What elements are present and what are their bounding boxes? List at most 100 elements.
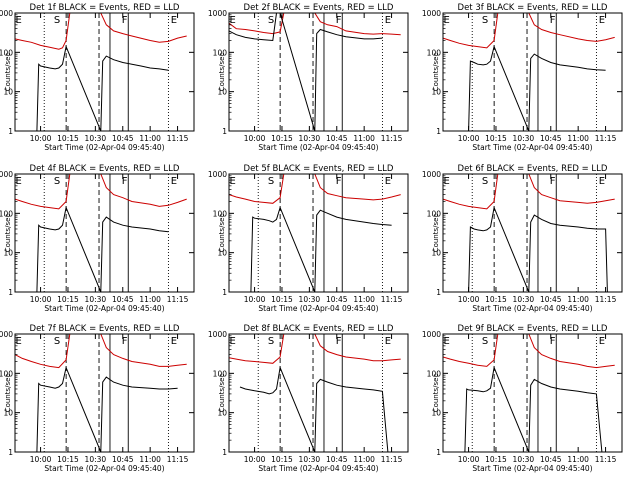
y-tick-label: 1: [436, 127, 441, 136]
region-label: S: [482, 15, 488, 26]
region-label: E: [15, 15, 21, 26]
x-axis-label: Start Time (02-Apr-04 09:45:40): [44, 464, 164, 473]
y-tick-label: 100: [0, 209, 13, 218]
region-label: E: [15, 176, 21, 187]
panel-det-1: Det 1f BLACK = Events, RED = LLD E S F E 1 10 1…: [0, 3, 195, 152]
y-tick-label: 1000: [208, 9, 227, 18]
x-axis-label: Start Time (02-Apr-04 09:45:40): [44, 143, 164, 152]
x-tick-label: 11:15: [381, 295, 403, 304]
x-tick-label: 10:00: [30, 134, 52, 143]
x-tick-label: 11:00: [353, 455, 375, 464]
region-label: S: [268, 176, 274, 187]
x-axis-label: Start Time (02-Apr-04 09:45:40): [472, 143, 592, 152]
y-tick-label: 100: [427, 369, 442, 378]
series-line-events: [239, 365, 389, 452]
x-tick-label: 10:30: [299, 134, 321, 143]
x-tick-label: 10:00: [244, 455, 266, 464]
x-tick-label: 11:15: [595, 134, 617, 143]
y-tick-label: 10: [431, 409, 441, 418]
y-axis-label: Counts/sec: [4, 214, 12, 253]
x-tick-label: 10:00: [30, 295, 52, 304]
x-tick-label: 10:15: [485, 134, 507, 143]
region-label: S: [482, 176, 488, 187]
x-tick-label: 10:15: [57, 295, 79, 304]
y-tick-label: 1000: [0, 330, 13, 339]
region-label: F: [550, 176, 556, 187]
x-tick-label: 10:15: [485, 295, 507, 304]
region-label: E: [229, 336, 235, 347]
x-tick-label: 10:45: [540, 134, 562, 143]
y-tick-label: 100: [0, 369, 13, 378]
region-label: F: [336, 15, 342, 26]
y-axis-label: Counts/sec: [218, 214, 226, 253]
series-line-events: [468, 44, 606, 131]
y-tick-label: 100: [427, 48, 442, 57]
region-label: E: [171, 176, 177, 187]
chart-title: Det 6f BLACK = Events, RED = LLD: [458, 164, 608, 174]
plot-frame: [228, 333, 409, 453]
x-axis-label: Start Time (02-Apr-04 09:45:40): [258, 464, 378, 473]
region-label: E: [229, 176, 235, 187]
x-axis-label: Start Time (02-Apr-04 09:45:40): [472, 304, 592, 313]
region-label: E: [599, 176, 605, 187]
region-label: E: [171, 15, 177, 26]
series-line-events: [468, 205, 608, 292]
region-label: F: [122, 176, 128, 187]
plot-frame: [14, 333, 195, 453]
x-tick-label: 10:30: [85, 134, 107, 143]
y-tick-label: 100: [427, 209, 442, 218]
series-line-lld: [443, 334, 615, 369]
region-label: S: [54, 176, 60, 187]
x-tick-label: 10:30: [513, 295, 535, 304]
series-line-events: [229, 13, 383, 131]
region-label: E: [171, 336, 177, 347]
x-tick-label: 11:15: [381, 455, 403, 464]
x-tick-label: 10:00: [30, 455, 52, 464]
plot-frame: [228, 12, 409, 132]
x-tick-label: 11:00: [567, 455, 589, 464]
x-tick-label: 10:45: [112, 455, 134, 464]
panel-det-2: Det 2f BLACK = Events, RED = LLD E S F E 1 10 1…: [208, 3, 409, 152]
panel-det-4: Det 4f BLACK = Events, RED = LLD E S F E 1 10 1…: [0, 164, 195, 313]
x-axis-label: Start Time (02-Apr-04 09:45:40): [258, 304, 378, 313]
chart-title: Det 5f BLACK = Events, RED = LLD: [244, 164, 394, 174]
x-tick-label: 10:30: [85, 455, 107, 464]
y-tick-label: 10: [217, 249, 227, 258]
x-axis-label: Start Time (02-Apr-04 09:45:40): [258, 143, 378, 152]
x-tick-label: 10:15: [485, 455, 507, 464]
x-tick-label: 11:00: [139, 134, 161, 143]
region-label: E: [443, 176, 449, 187]
y-tick-label: 1: [8, 448, 13, 457]
series-line-lld: [443, 13, 615, 49]
x-tick-label: 11:00: [139, 295, 161, 304]
y-tick-label: 1: [222, 127, 227, 136]
region-label: S: [268, 336, 274, 347]
x-tick-label: 10:45: [540, 455, 562, 464]
plot-frame: [228, 173, 409, 293]
region-label: E: [443, 15, 449, 26]
series-line-events: [36, 44, 169, 131]
y-tick-label: 1000: [422, 330, 441, 339]
series-line-lld: [229, 13, 401, 36]
region-label: F: [336, 336, 342, 347]
y-tick-label: 100: [0, 48, 13, 57]
panel-det-7: Det 7f BLACK = Events, RED = LLD E S F E 1 10 1…: [0, 324, 195, 473]
y-axis-label: Counts/sec: [432, 214, 440, 253]
region-label: E: [599, 15, 605, 26]
y-tick-label: 10: [3, 409, 13, 418]
chart-title: Det 1f BLACK = Events, RED = LLD: [30, 3, 180, 13]
y-axis-label: Counts/sec: [432, 53, 440, 92]
x-tick-label: 10:30: [513, 134, 535, 143]
x-tick-label: 10:15: [271, 134, 293, 143]
x-tick-label: 10:00: [244, 295, 266, 304]
x-tick-label: 10:45: [540, 295, 562, 304]
x-tick-label: 11:15: [167, 455, 189, 464]
y-axis-label: Counts/sec: [4, 374, 12, 413]
region-label: F: [336, 176, 342, 187]
x-tick-label: 10:15: [271, 455, 293, 464]
chart-title: Det 7f BLACK = Events, RED = LLD: [30, 324, 180, 334]
x-tick-label: 10:00: [458, 134, 480, 143]
series-line-events: [36, 205, 169, 292]
y-tick-label: 1: [222, 288, 227, 297]
